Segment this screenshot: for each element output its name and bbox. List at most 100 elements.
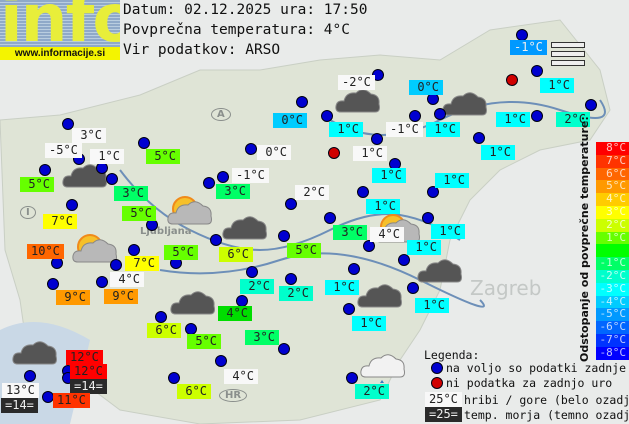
station-dot[interactable] <box>62 118 74 130</box>
temperature-label[interactable]: -5°C <box>45 143 82 158</box>
station-dot[interactable] <box>409 110 421 122</box>
station-dot[interactable] <box>66 199 78 211</box>
station-dot[interactable] <box>138 137 150 149</box>
station-dot-no-data[interactable] <box>506 74 518 86</box>
temperature-label[interactable]: 0°C <box>257 145 291 160</box>
temperature-label[interactable]: 5°C <box>287 243 321 258</box>
temperature-label[interactable]: 1°C <box>431 224 465 239</box>
temperature-label[interactable]: 7°C <box>43 214 77 229</box>
temperature-label[interactable]: 4°C <box>224 369 258 384</box>
temperature-label[interactable]: =14= <box>70 379 107 394</box>
temperature-label[interactable]: 1°C <box>435 173 469 188</box>
temperature-label[interactable]: 2°C <box>556 112 590 127</box>
station-dot[interactable] <box>278 230 290 242</box>
temperature-label[interactable]: 1°C <box>352 316 386 331</box>
temperature-label[interactable]: 4°C <box>370 227 404 242</box>
temperature-label[interactable]: 5°C <box>20 177 54 192</box>
temperature-label[interactable]: 1°C <box>329 122 363 137</box>
temperature-label[interactable]: 6°C <box>177 384 211 399</box>
temperature-label[interactable]: 6°C <box>147 323 181 338</box>
temperature-label[interactable]: -1°C <box>510 40 547 55</box>
temperature-label[interactable]: -1°C <box>232 168 269 183</box>
temperature-label[interactable]: 12°C <box>66 350 103 365</box>
temperature-label[interactable]: -2°C <box>338 75 375 90</box>
station-dot[interactable] <box>285 273 297 285</box>
temperature-label[interactable]: 7°C <box>125 256 159 271</box>
station-dot[interactable] <box>398 254 410 266</box>
station-dot[interactable] <box>422 212 434 224</box>
station-dot[interactable] <box>531 110 543 122</box>
station-dot-no-data[interactable] <box>328 147 340 159</box>
temperature-label[interactable]: 1°C <box>415 298 449 313</box>
station-dot[interactable] <box>363 240 375 252</box>
temperature-label[interactable]: 5°C <box>122 206 156 221</box>
station-dot[interactable] <box>203 177 215 189</box>
temperature-label[interactable]: 2°C <box>279 286 313 301</box>
temperature-label[interactable]: 1°C <box>426 122 460 137</box>
temperature-label[interactable]: 1°C <box>540 78 574 93</box>
station-dot[interactable] <box>348 263 360 275</box>
temperature-label[interactable]: 3°C <box>216 184 250 199</box>
logo[interactable]: info <box>0 0 120 47</box>
temperature-label[interactable]: =14= <box>1 398 38 413</box>
temperature-label[interactable]: 5°C <box>164 245 198 260</box>
station-dot[interactable] <box>407 282 419 294</box>
station-dot[interactable] <box>531 65 543 77</box>
station-dot[interactable] <box>245 143 257 155</box>
station-dot[interactable] <box>96 276 108 288</box>
temperature-label[interactable]: 12°C <box>70 364 107 379</box>
station-dot[interactable] <box>128 244 140 256</box>
temperature-label[interactable]: 3°C <box>245 330 279 345</box>
temperature-label[interactable]: 1°C <box>366 199 400 214</box>
temperature-label[interactable]: 2°C <box>240 279 274 294</box>
temperature-label[interactable]: 11°C <box>53 393 90 408</box>
station-dot[interactable] <box>324 212 336 224</box>
station-dot[interactable] <box>215 355 227 367</box>
station-dot[interactable] <box>346 372 358 384</box>
station-dot[interactable] <box>24 370 36 382</box>
station-dot[interactable] <box>168 372 180 384</box>
station-dot[interactable] <box>210 234 222 246</box>
temperature-label[interactable]: 9°C <box>56 290 90 305</box>
temperature-label[interactable]: 2°C <box>355 384 389 399</box>
temperature-label[interactable]: 0°C <box>409 80 443 95</box>
station-dot[interactable] <box>296 96 308 108</box>
temperature-label[interactable]: 1°C <box>407 240 441 255</box>
station-dot[interactable] <box>371 133 383 145</box>
temperature-label[interactable]: 1°C <box>325 280 359 295</box>
station-dot[interactable] <box>285 198 297 210</box>
temperature-label[interactable]: 0°C <box>273 113 307 128</box>
temperature-label[interactable]: 1°C <box>496 112 530 127</box>
logo-url[interactable]: www.informacije.si <box>0 47 120 60</box>
temperature-label[interactable]: 1°C <box>481 145 515 160</box>
temperature-label[interactable]: 10°C <box>27 244 64 259</box>
temperature-label[interactable]: 5°C <box>146 149 180 164</box>
station-dot[interactable] <box>278 343 290 355</box>
station-dot[interactable] <box>427 186 439 198</box>
temperature-label[interactable]: 4°C <box>218 306 252 321</box>
station-dot[interactable] <box>155 311 167 323</box>
temperature-label[interactable]: 2°C <box>295 185 329 200</box>
station-dot[interactable] <box>217 171 229 183</box>
temperature-label[interactable]: 1°C <box>372 168 406 183</box>
temperature-label[interactable]: 1°C <box>353 146 387 161</box>
station-dot[interactable] <box>246 266 258 278</box>
station-dot[interactable] <box>321 110 333 122</box>
temperature-label[interactable]: 1°C <box>90 149 124 164</box>
temperature-label[interactable]: 6°C <box>219 247 253 262</box>
temperature-label[interactable]: 9°C <box>104 289 138 304</box>
station-dot[interactable] <box>343 303 355 315</box>
station-dot[interactable] <box>39 164 51 176</box>
temperature-label[interactable]: 4°C <box>110 272 144 287</box>
station-dot[interactable] <box>434 108 446 120</box>
station-dot[interactable] <box>106 173 118 185</box>
temperature-label[interactable]: 3°C <box>72 128 106 143</box>
station-dot[interactable] <box>473 132 485 144</box>
temperature-label[interactable]: 3°C <box>333 225 367 240</box>
station-dot[interactable] <box>357 186 369 198</box>
temperature-label[interactable]: -1°C <box>386 122 423 137</box>
temperature-label[interactable]: 5°C <box>187 334 221 349</box>
temperature-label[interactable]: 13°C <box>2 383 39 398</box>
station-dot[interactable] <box>110 259 122 271</box>
station-dot[interactable] <box>585 99 597 111</box>
